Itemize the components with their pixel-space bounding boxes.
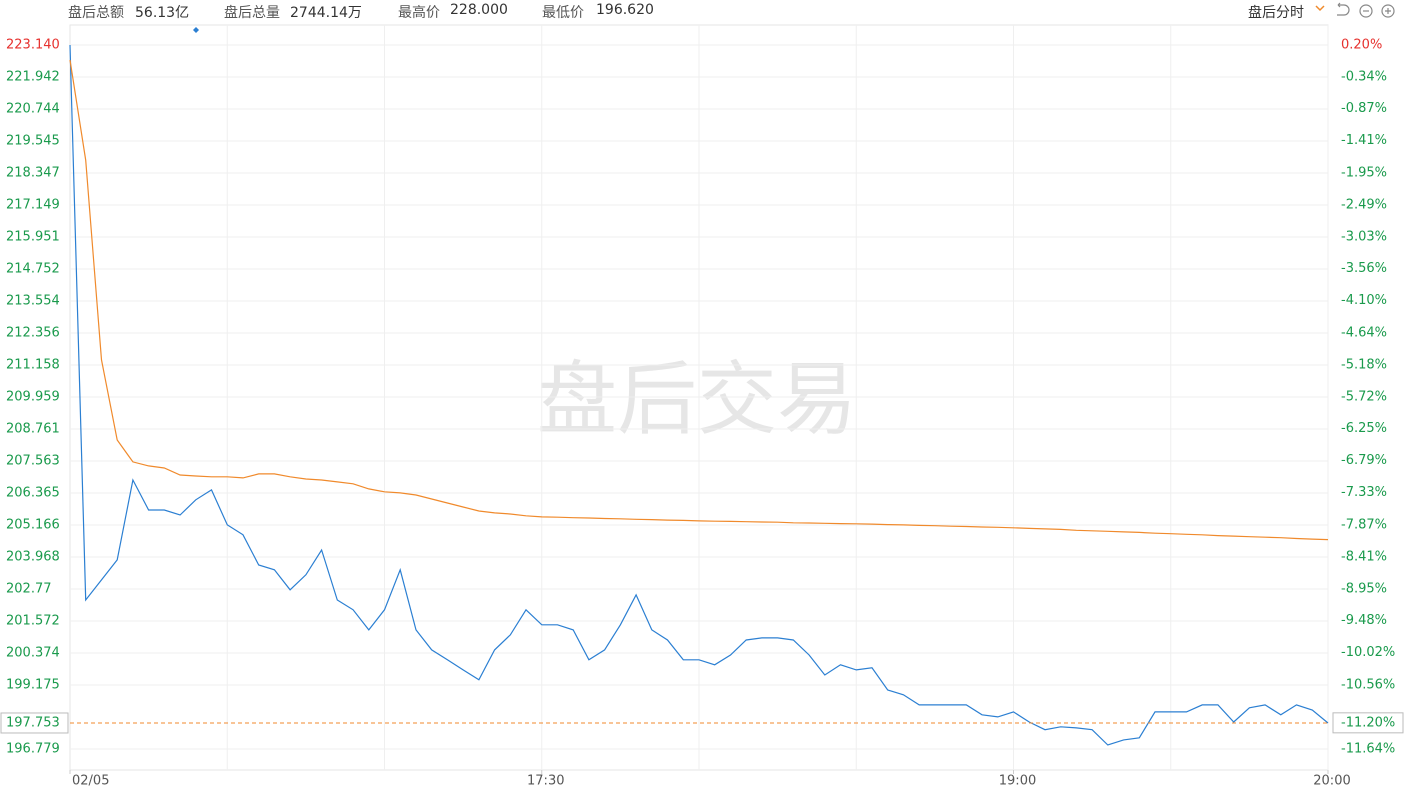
stat-value: 196.620 xyxy=(596,2,654,18)
zoom-in-icon[interactable] xyxy=(1381,4,1395,18)
stat-value: 56.13亿 xyxy=(135,5,190,21)
y2-tick-label: -3.56% xyxy=(1341,261,1387,276)
y2-tick-label: -5.72% xyxy=(1341,390,1387,405)
y-tick-label: 199.175 xyxy=(6,678,60,693)
y2-tick-label: -6.25% xyxy=(1341,421,1387,436)
x-tick-label: 02/05 xyxy=(72,774,109,789)
y-tick-label: 212.356 xyxy=(6,325,60,340)
dropdown-arrow[interactable] xyxy=(1315,5,1325,12)
x-tick-label: 20:00 xyxy=(1313,774,1350,789)
current-change-box xyxy=(1332,712,1404,734)
y2-tick-label: -0.87% xyxy=(1341,101,1387,116)
y2-tick-label: -9.48% xyxy=(1341,613,1387,628)
y-tick-label: 221.942 xyxy=(6,69,60,84)
y-tick-label: 205.166 xyxy=(6,518,60,533)
y2-tick-label: -7.87% xyxy=(1341,517,1387,532)
y-tick-label: 218.347 xyxy=(6,166,60,181)
series-line-average xyxy=(69,59,1329,541)
y-tick-label: 200.374 xyxy=(6,645,60,660)
y-tick-label: 196.779 xyxy=(6,742,60,757)
y-tick-label: 217.149 xyxy=(6,197,60,212)
y2-tick-label: 0.20% xyxy=(1341,38,1382,53)
stat-label: 最低价 xyxy=(542,5,584,21)
stat-label: 盘后总额 xyxy=(68,5,124,21)
y2-tick-label: -11.64% xyxy=(1341,742,1395,757)
y-tick-label: 206.365 xyxy=(6,485,60,500)
current-change-label: -11.20% xyxy=(1341,715,1395,730)
y-tick-label: 201.572 xyxy=(6,613,60,628)
y-tick-label: 211.158 xyxy=(6,357,60,372)
y-tick-label: 213.554 xyxy=(6,294,60,309)
x-tick-label: 19:00 xyxy=(999,774,1036,789)
stat-label: 最高价 xyxy=(398,5,440,21)
y2-tick-label: -6.79% xyxy=(1341,453,1387,468)
event-marker xyxy=(193,27,199,33)
stat-value: 2744.14万 xyxy=(290,5,362,21)
y-tick-label: 202.77 xyxy=(6,582,52,597)
watermark: 盘后交易 xyxy=(537,353,857,446)
y-tick-label: 203.968 xyxy=(6,550,60,565)
y-tick-label: 214.752 xyxy=(6,262,60,277)
y-tick-label: 215.951 xyxy=(6,229,60,244)
y-tick-label: 207.563 xyxy=(6,454,60,469)
y2-tick-label: -10.56% xyxy=(1341,677,1395,692)
y2-tick-label: -3.03% xyxy=(1341,230,1387,245)
y2-tick-label: -4.10% xyxy=(1341,293,1387,308)
y2-tick-label: -1.95% xyxy=(1341,165,1387,180)
mode-select[interactable]: 盘后分时 xyxy=(1248,5,1304,21)
y-tick-label: 208.761 xyxy=(6,422,60,437)
zoom-out-icon[interactable] xyxy=(1359,4,1373,18)
stat-value: 228.000 xyxy=(450,2,508,18)
current-price-box xyxy=(0,712,69,734)
series-line-price xyxy=(69,44,1329,746)
stat-label: 盘后总量 xyxy=(224,5,280,21)
zoom-in-icon-cross xyxy=(1385,8,1391,14)
y-tick-label: 223.140 xyxy=(6,38,60,53)
y2-tick-label: -10.02% xyxy=(1341,645,1395,660)
y2-tick-label: -1.41% xyxy=(1341,133,1387,148)
y2-tick-label: -8.95% xyxy=(1341,582,1387,597)
x-tick-label: 17:30 xyxy=(527,774,564,789)
y-tick-label: 209.959 xyxy=(6,390,60,405)
y2-tick-label: -0.34% xyxy=(1341,70,1387,85)
header: 盘后总额 56.13亿 盘后总量 2744.14万 最高价 228.000 最低… xyxy=(0,0,1406,24)
y-tick-label: 220.744 xyxy=(6,101,60,116)
toolbar xyxy=(1337,2,1395,18)
y2-tick-label: -5.18% xyxy=(1341,357,1387,372)
y2-tick-label: -8.41% xyxy=(1341,549,1387,564)
y2-tick-label: -7.33% xyxy=(1341,485,1387,500)
y2-tick-label: -4.64% xyxy=(1341,325,1387,340)
y2-tick-label: -2.49% xyxy=(1341,197,1387,212)
reset-icon[interactable] xyxy=(1337,2,1350,16)
y-tick-label: 219.545 xyxy=(6,134,60,149)
current-price-label: 197.753 xyxy=(6,715,60,730)
